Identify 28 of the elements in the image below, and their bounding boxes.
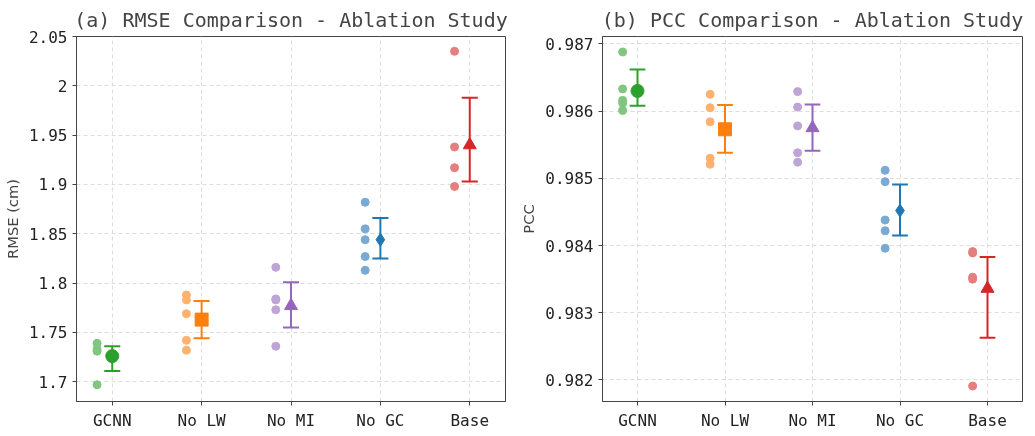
- x-tick-label: No GC: [356, 410, 405, 430]
- x-tick-label: Base: [968, 410, 1007, 430]
- y-tick-label: 1.95: [28, 126, 68, 146]
- y-tick-label: 0.987: [545, 34, 594, 54]
- x-tick-label: No GC: [875, 410, 925, 430]
- chart-title: (b) PCC Comparison - Ablation Study: [601, 7, 1024, 32]
- y-tick-label: 0.983: [545, 303, 594, 323]
- y-tick-label: 1.9: [38, 175, 68, 195]
- x-tick-label: GCNN: [92, 410, 132, 430]
- y-tick-label: 2: [57, 76, 68, 96]
- y-tick-label: 1.7: [38, 372, 68, 392]
- x-tick-label: No MI: [788, 410, 837, 430]
- y-tick-label: 0.982: [545, 370, 594, 390]
- y-tick-label: 1.85: [28, 224, 68, 244]
- x-tick-label: Base: [450, 410, 490, 430]
- x-tick-label: No MI: [266, 410, 316, 430]
- x-tick-label: GCNN: [618, 410, 657, 430]
- chart-title: (a) RMSE Comparison - Ablation Study: [74, 7, 508, 32]
- x-tick-label: No LW: [700, 410, 750, 430]
- y-tick-label: 0.984: [545, 236, 594, 256]
- y-tick-label: 0.985: [545, 169, 594, 189]
- y-axis-title: RMSE (cm): [3, 179, 21, 259]
- y-tick-label: 2.05: [28, 27, 68, 47]
- y-axis-title: PCC: [520, 204, 538, 234]
- x-tick-label: No LW: [177, 410, 227, 430]
- y-tick-label: 1.8: [38, 274, 68, 294]
- y-tick-label: 1.75: [28, 323, 68, 343]
- y-tick-label: 0.986: [545, 102, 594, 122]
